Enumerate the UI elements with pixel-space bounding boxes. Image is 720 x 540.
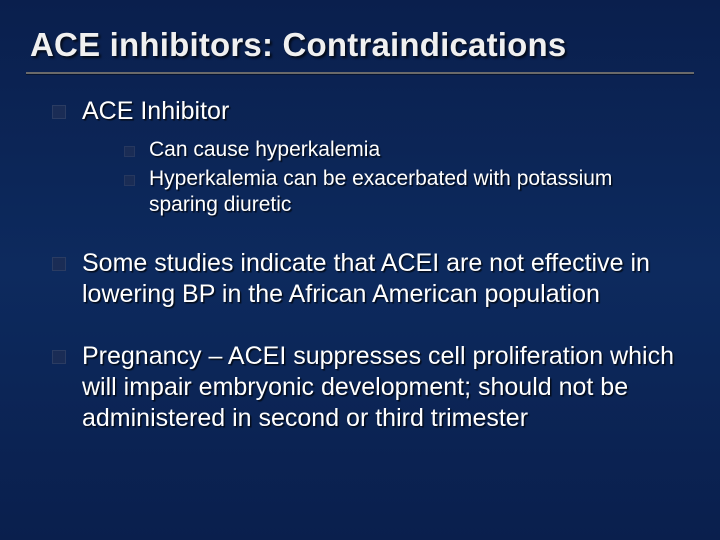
bullet-text: Some studies indicate that ACEI are not … [82, 248, 676, 311]
bullet-level1: Some studies indicate that ACEI are not … [52, 248, 676, 311]
slide-title: ACE inhibitors: Contraindications [0, 0, 720, 72]
square-bullet-icon [52, 350, 66, 364]
square-bullet-icon [124, 175, 135, 186]
slide: ACE inhibitors: Contraindications ACE In… [0, 0, 720, 540]
square-bullet-icon [52, 105, 66, 119]
sub-bullet-list: Can cause hyperkalemia Hyperkalemia can … [52, 133, 676, 218]
bullet-level2: Can cause hyperkalemia [124, 137, 676, 163]
bullet-text: Can cause hyperkalemia [149, 137, 380, 163]
square-bullet-icon [124, 146, 135, 157]
square-bullet-icon [52, 257, 66, 271]
bullet-text: Pregnancy – ACEI suppresses cell prolife… [82, 341, 676, 435]
bullet-text: Hyperkalemia can be exacerbated with pot… [149, 166, 676, 219]
slide-body: ACE Inhibitor Can cause hyperkalemia Hyp… [0, 74, 720, 434]
bullet-level1: Pregnancy – ACEI suppresses cell prolife… [52, 341, 676, 435]
bullet-level2: Hyperkalemia can be exacerbated with pot… [124, 166, 676, 219]
bullet-text: ACE Inhibitor [82, 96, 229, 127]
bullet-level1: ACE Inhibitor [52, 96, 676, 127]
